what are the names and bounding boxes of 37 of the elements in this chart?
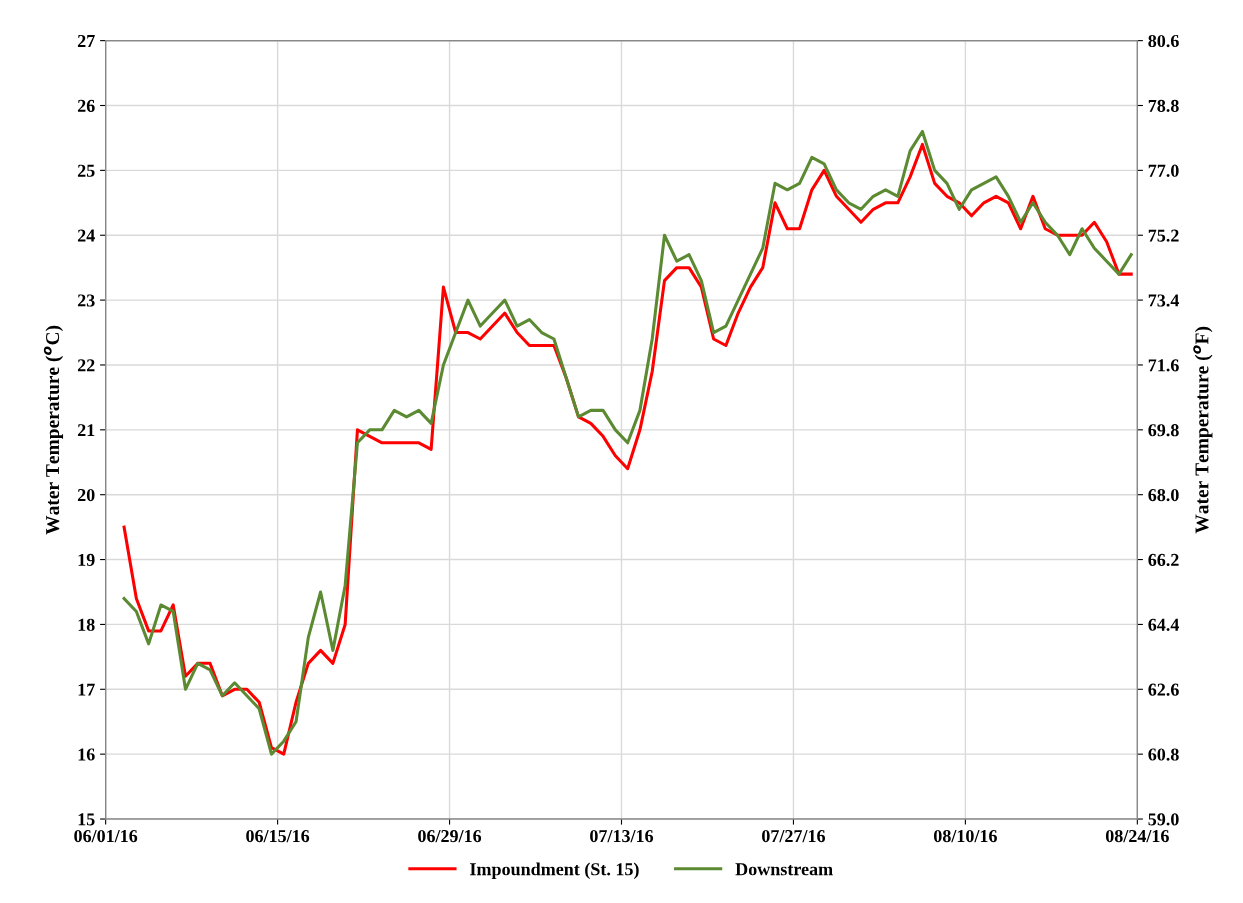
y-tick-label: 15 <box>78 813 95 826</box>
y2-tick-label: 69.8 <box>1148 424 1179 437</box>
y-tick-label: 19 <box>78 553 95 566</box>
y-tick-label: 24 <box>77 229 95 242</box>
y2-tick-label: 77.0 <box>1148 164 1179 177</box>
y2-tick-label: 59.0 <box>1148 813 1179 826</box>
y-tick-label: 23 <box>77 294 95 307</box>
y2-tick-label: 66.2 <box>1148 553 1179 567</box>
y2-tick-label: 80.6 <box>1148 34 1179 48</box>
y-tick-label: 17 <box>78 683 95 696</box>
y-tick-label: 20 <box>77 488 95 502</box>
y2-tick-label: 71.6 <box>1148 359 1179 372</box>
x-tick-label: 07/27/16 <box>762 829 826 843</box>
y-tick-label: 26 <box>77 99 95 112</box>
y2-tick-label: 78.8 <box>1148 99 1179 113</box>
y2-axis-title: Water Temperature ($^{o}$F) <box>1193 326 1213 534</box>
x-tick-label: 08/10/16 <box>933 829 997 843</box>
y-tick-label: 16 <box>78 748 95 761</box>
x-tick-label: 06/15/16 <box>246 829 310 843</box>
y2-tick-label: 60.8 <box>1148 748 1179 761</box>
y2-tick-label: 62.6 <box>1148 683 1179 696</box>
y-tick-label: 18 <box>78 618 95 631</box>
y-tick-label: 25 <box>77 164 95 177</box>
x-tick-label: 06/01/16 <box>74 829 138 843</box>
x-tick-label: 08/24/16 <box>1105 829 1169 843</box>
x-tick-label: 06/29/16 <box>418 829 482 843</box>
y-axis-title: Water Temperature ($^{o}$C) <box>43 325 64 535</box>
legend-label: Downstream <box>735 863 833 876</box>
y2-tick-label: 73.4 <box>1148 294 1180 307</box>
y2-tick-label: 68.0 <box>1148 488 1179 502</box>
x-tick-label: 07/13/16 <box>590 829 654 843</box>
y-tick-label: 22 <box>77 359 95 372</box>
legend-label: Impoundment (St. 15) <box>470 862 639 879</box>
y-tick-label: 21 <box>77 424 95 437</box>
y2-tick-label: 64.4 <box>1148 618 1180 631</box>
y-tick-label: 27 <box>77 34 95 47</box>
y2-tick-label: 75.2 <box>1148 229 1179 242</box>
